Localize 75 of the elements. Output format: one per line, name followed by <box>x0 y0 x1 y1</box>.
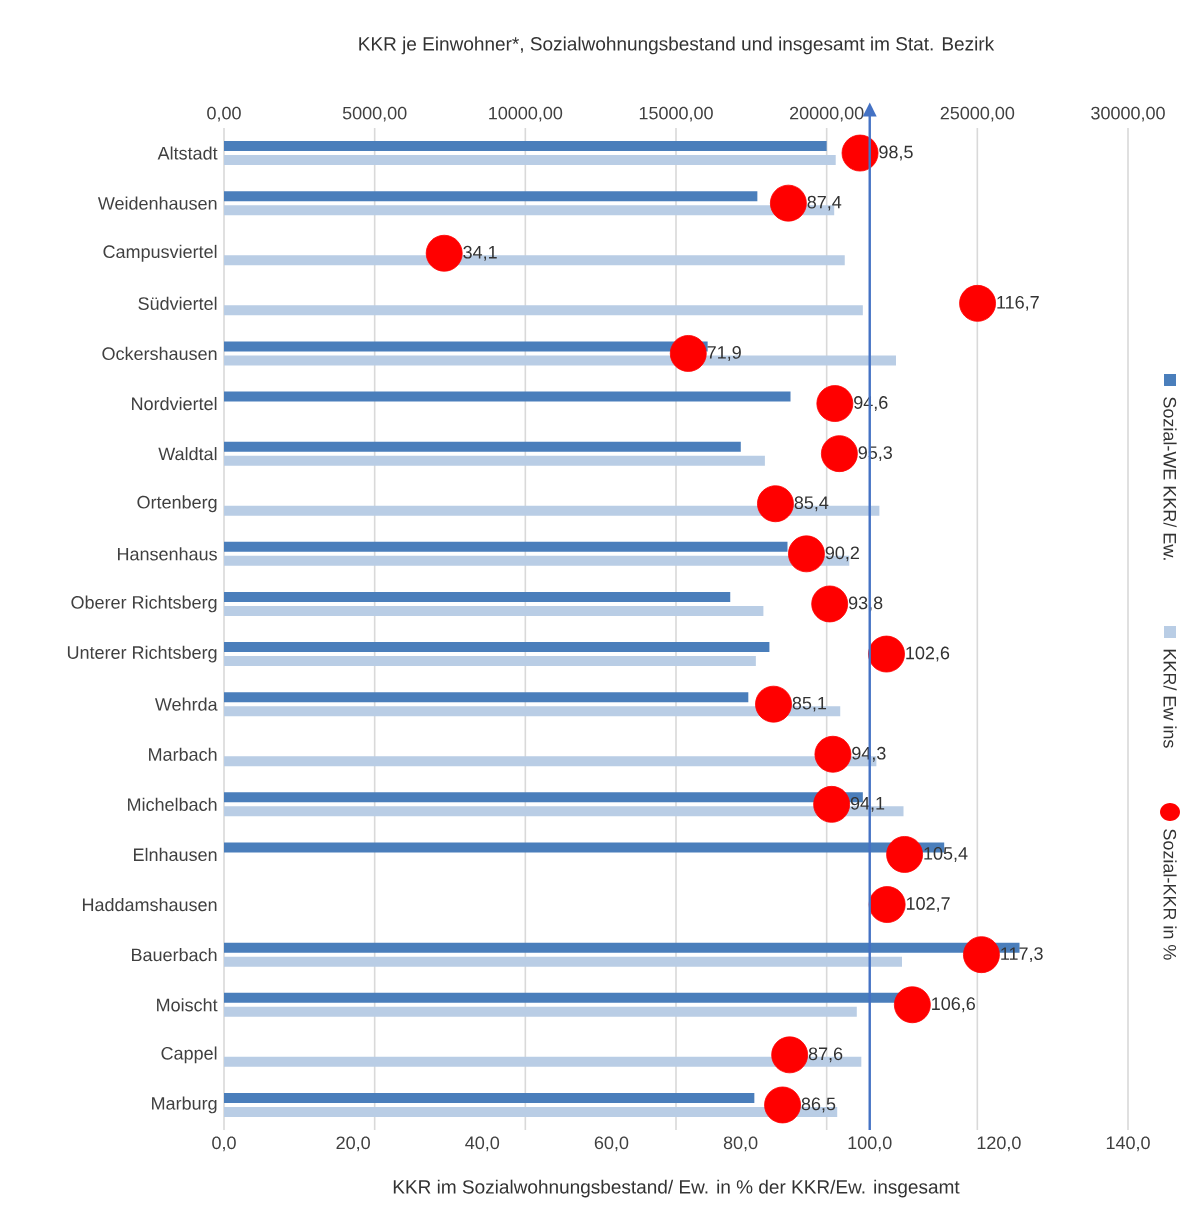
y-tick-label: Hansenhaus <box>118 547 217 561</box>
x2-tick-label: 5000,00 <box>342 106 407 122</box>
x2-tick-label: 30000,00 <box>1091 106 1165 122</box>
data-label: 71,9 <box>707 346 741 361</box>
x2-tick-label: 0,00 <box>207 106 241 122</box>
point <box>886 836 923 873</box>
legend-label: KKR/ Ew ins <box>1163 649 1177 748</box>
y-tick-label: Marbach <box>149 747 217 761</box>
y-tick-label: Wehrda <box>154 697 218 711</box>
x-tick-label: 0,0 <box>212 1136 236 1152</box>
x-tick-label: 140,0 <box>1106 1136 1150 1152</box>
data-label: 85,1 <box>792 696 827 712</box>
point <box>755 685 792 723</box>
y-tick-label: Ortenberg <box>137 495 217 513</box>
x2-tick-label: 25000,00 <box>940 106 1015 122</box>
point <box>764 1086 801 1124</box>
point <box>425 234 463 272</box>
point <box>814 735 852 773</box>
point <box>811 585 849 623</box>
x2-tick-label: 20000,00 <box>790 106 864 122</box>
x2-axis-title: KKR je Einwohner*, Sozialwohnungsbestand und insgesamt im Stat. Bezirk <box>359 36 995 55</box>
y-tick-label: Unterer Richtsberg <box>67 645 217 663</box>
point <box>788 535 825 573</box>
x-tick-label: 60,0 <box>594 1136 629 1152</box>
data-label: 86,5 <box>801 1097 836 1113</box>
y-tick-label: Nordviertel <box>132 396 217 411</box>
point <box>959 284 996 322</box>
data-label: 87,6 <box>808 1047 843 1063</box>
x2-tick-label: 15000,00 <box>639 106 713 122</box>
x2-tick-label: 10000,00 <box>489 106 563 122</box>
legend-label: Sozial-WE KKR/ Ew. <box>1163 397 1177 560</box>
x-tick-label: 20,0 <box>336 1136 370 1152</box>
y-tick-label: Oberer Richtsberg <box>71 595 217 613</box>
x-tick-label: 80,0 <box>723 1136 758 1152</box>
x-tick-label: 100,0 <box>848 1136 892 1152</box>
point <box>820 435 858 473</box>
x-axis-title: KKR im Sozialwohnungsbestand/ Ew. in % der KKR/Ew. insgesamt <box>393 1179 960 1198</box>
point <box>771 1036 809 1074</box>
data-label: 105,4 <box>924 847 968 862</box>
x-tick-label: 40,0 <box>465 1136 500 1152</box>
data-label: 34,1 <box>463 245 497 261</box>
data-label: 102,6 <box>906 646 950 662</box>
data-label: 116,7 <box>997 295 1039 311</box>
legend-label: Sozial-KKR in % <box>1163 829 1177 960</box>
point <box>868 635 905 673</box>
y-tick-label: Ockershausen <box>102 346 217 361</box>
point <box>816 385 854 422</box>
y-tick-label: Waldtal <box>158 447 217 461</box>
data-label: 98,5 <box>879 145 913 161</box>
data-label: 90,2 <box>825 546 859 562</box>
point <box>769 184 807 222</box>
point <box>813 785 851 823</box>
data-label: 85,4 <box>794 496 829 512</box>
data-label: 87,4 <box>807 195 842 211</box>
y-tick-label: Weidenhausen <box>97 196 217 210</box>
y-tick-label: Altstadt <box>157 146 218 160</box>
point <box>893 986 931 1024</box>
data-label: 102,7 <box>906 897 950 912</box>
point <box>669 335 707 372</box>
y-tick-label: Cappel <box>161 1046 217 1064</box>
y-tick-label: Michelbach <box>128 797 217 811</box>
y-tick-label: Marburg <box>152 1096 217 1114</box>
y-tick-label: Südviertel <box>138 296 217 310</box>
y-tick-label: Haddamshausen <box>82 897 217 912</box>
data-label: 106,6 <box>932 997 975 1013</box>
data-label: 117,3 <box>1001 947 1043 963</box>
point <box>841 134 879 172</box>
y-tick-label: Bauerbach <box>132 948 217 962</box>
point <box>963 936 1000 974</box>
y-tick-label: Campusviertel <box>103 244 217 262</box>
y-tick-label: Moischt <box>157 998 218 1012</box>
y-tick-label: Elnhausen <box>134 847 217 862</box>
x-tick-label: 120,0 <box>977 1136 1021 1152</box>
point <box>757 485 794 523</box>
point <box>868 886 906 923</box>
